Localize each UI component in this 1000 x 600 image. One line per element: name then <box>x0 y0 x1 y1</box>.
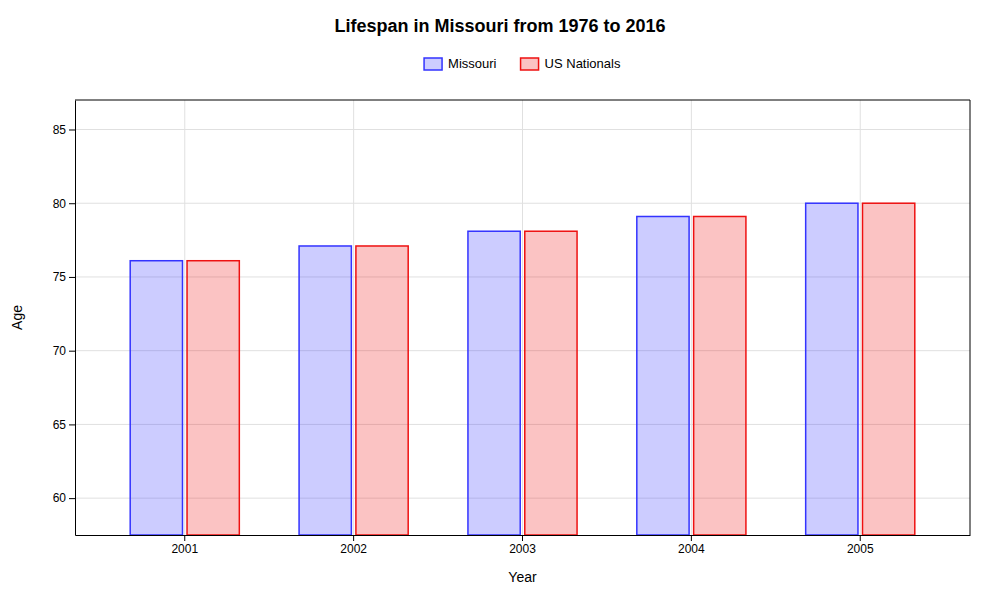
x-axis-title: Year <box>508 569 537 585</box>
legend-item: Missouri <box>424 56 497 71</box>
legend-swatch <box>424 58 442 70</box>
plot-frame <box>75 100 970 535</box>
tick-mark <box>69 351 75 352</box>
title: Lifespan in Missouri from 1976 to 2016 <box>334 16 665 36</box>
tick-mark <box>860 535 861 541</box>
tick-label: 70 <box>53 344 67 358</box>
tick-mark <box>69 424 75 425</box>
axis-line <box>75 101 76 536</box>
chart: 60 65 70 75 80 85 2001 2002 2003 2004 2005 Year Age L… <box>0 0 1000 600</box>
tick-mark <box>691 535 692 541</box>
tick: 75 <box>53 270 75 284</box>
legend-label: Missouri <box>448 56 497 71</box>
legend-label: US Nationals <box>545 56 621 71</box>
bar <box>525 231 577 535</box>
tick-mark <box>353 535 354 541</box>
tick-label: 80 <box>53 197 67 211</box>
tick: 70 <box>53 344 75 358</box>
tick-mark <box>69 129 75 130</box>
y-axis-title: Age <box>9 305 25 330</box>
grid-line <box>860 100 861 535</box>
bar <box>356 246 408 535</box>
tick-label: 75 <box>53 270 67 284</box>
tick-mark <box>522 535 523 541</box>
legend-swatch <box>521 58 539 70</box>
tick: 85 <box>53 123 75 137</box>
tick-mark <box>184 535 185 541</box>
tick-label: 2003 <box>509 542 536 556</box>
tick-label: 60 <box>53 491 67 505</box>
tick: 2003 <box>509 535 536 556</box>
tick: 80 <box>53 197 75 211</box>
tick-mark <box>69 277 75 278</box>
tick-label: 2005 <box>847 542 874 556</box>
grid-line <box>691 100 692 535</box>
tick-label: 65 <box>53 418 67 432</box>
tick-label: 2004 <box>678 542 705 556</box>
tick: 2004 <box>678 535 705 556</box>
grid-line <box>184 100 185 535</box>
tick: 60 <box>53 491 75 505</box>
tick: 65 <box>53 418 75 432</box>
bar <box>806 203 858 535</box>
grid-line <box>522 100 523 535</box>
tick: 2002 <box>340 535 367 556</box>
y-axis: 60 65 70 75 80 85 <box>53 101 76 536</box>
tick-mark <box>69 203 75 204</box>
tick: 2005 <box>847 535 874 556</box>
legend: Missouri US Nationals <box>424 56 621 71</box>
tick-mark <box>69 498 75 499</box>
bar <box>863 203 915 535</box>
bar <box>637 216 689 535</box>
tick-label: 2001 <box>171 542 198 556</box>
grid <box>75 100 970 535</box>
tick-label: 2002 <box>340 542 367 556</box>
bar <box>299 246 351 535</box>
bar <box>187 261 239 535</box>
bar <box>468 231 520 535</box>
bar <box>130 261 182 535</box>
tick-label: 85 <box>53 123 67 137</box>
x-axis: 2001 2002 2003 2004 2005 <box>76 535 971 556</box>
bars <box>130 203 915 535</box>
legend-item: US Nationals <box>521 56 621 71</box>
bar <box>694 216 746 535</box>
tick: 2001 <box>171 535 198 556</box>
grid-line <box>353 100 354 535</box>
plot: 60 65 70 75 80 85 2001 2002 2003 2004 2005 <box>53 100 971 556</box>
